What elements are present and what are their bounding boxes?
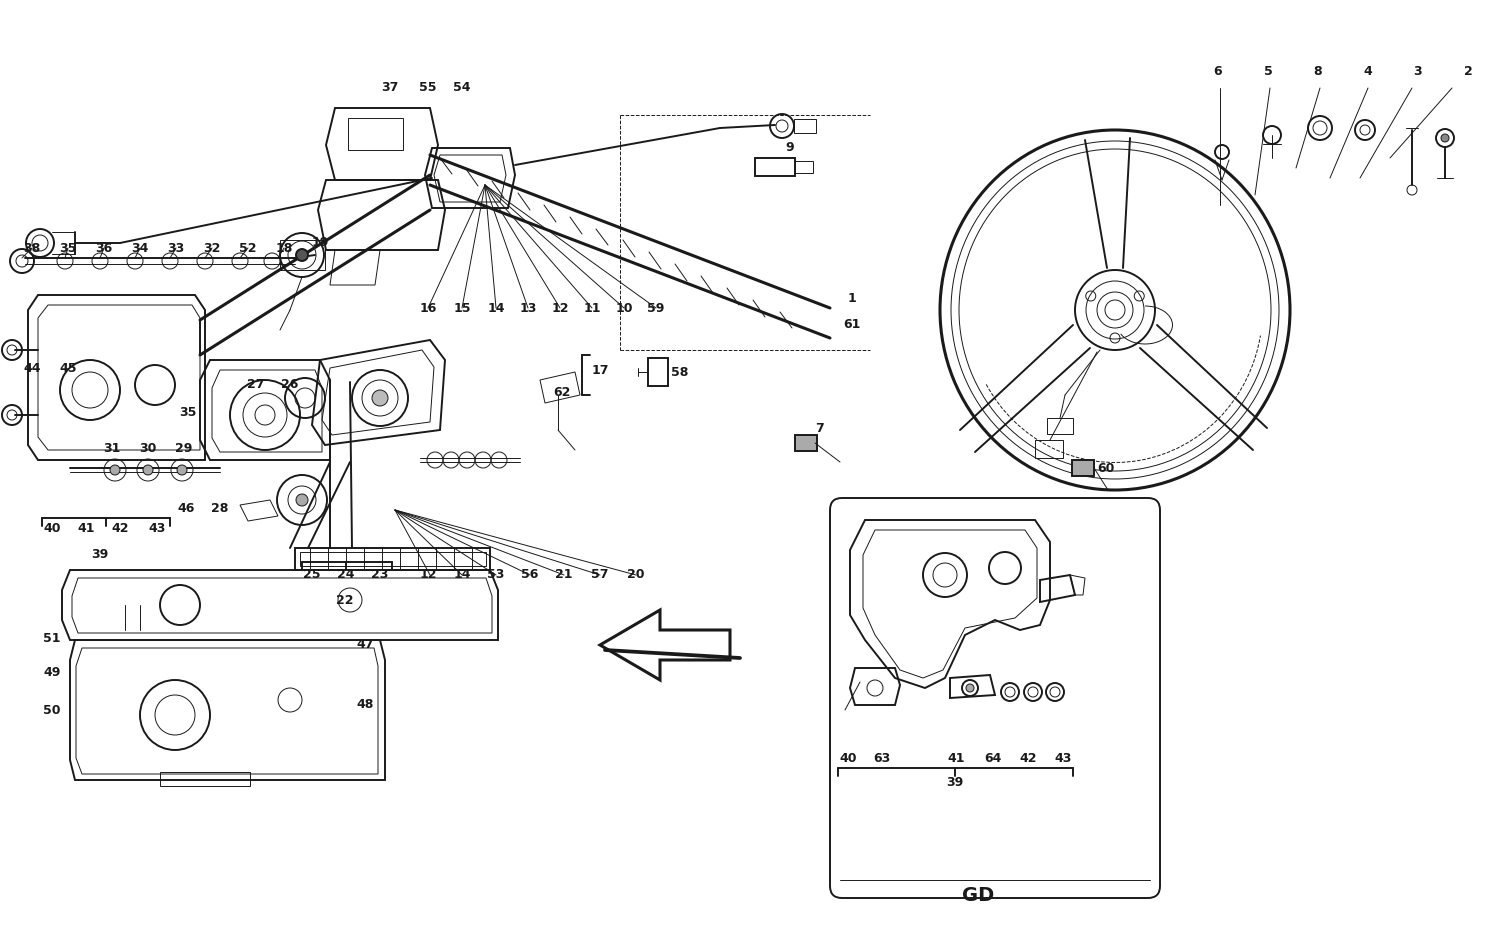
Text: 46: 46 [177, 501, 195, 515]
Text: 32: 32 [204, 241, 220, 254]
Text: 52: 52 [240, 241, 256, 254]
Text: 35: 35 [60, 241, 76, 254]
Text: 13: 13 [519, 302, 537, 314]
Circle shape [296, 494, 307, 506]
Text: 47: 47 [357, 639, 374, 652]
Text: 9: 9 [786, 142, 795, 154]
Text: 17: 17 [591, 363, 609, 377]
Circle shape [177, 465, 188, 475]
Text: 22: 22 [336, 593, 354, 606]
Bar [1035, 440, 1064, 458]
Text: 41: 41 [948, 751, 964, 764]
Text: 64: 64 [984, 751, 1002, 764]
Circle shape [372, 390, 388, 406]
Text: 16: 16 [420, 302, 436, 314]
Text: 51: 51 [44, 632, 60, 644]
Text: 8: 8 [1314, 65, 1323, 79]
Circle shape [296, 249, 307, 261]
Text: 5: 5 [1263, 65, 1272, 79]
Text: 10: 10 [615, 302, 633, 314]
Text: 1: 1 [847, 291, 856, 305]
Text: 34: 34 [132, 241, 148, 254]
Circle shape [110, 465, 120, 475]
Text: 44: 44 [24, 361, 40, 375]
Text: 11: 11 [584, 302, 600, 314]
Text: 27: 27 [248, 378, 264, 392]
Text: 12: 12 [552, 302, 568, 314]
Text: 14: 14 [453, 569, 471, 582]
Text: 18: 18 [276, 241, 292, 254]
Text: 15: 15 [453, 302, 471, 314]
Text: 56: 56 [522, 569, 538, 582]
Text: 31: 31 [104, 442, 120, 454]
Text: 29: 29 [176, 442, 192, 454]
Text: 42: 42 [1020, 751, 1036, 764]
Circle shape [142, 465, 153, 475]
Text: 26: 26 [282, 378, 298, 392]
Text: 21: 21 [555, 569, 573, 582]
Text: 25: 25 [303, 569, 321, 582]
Text: 58: 58 [672, 365, 688, 378]
Text: 43: 43 [1054, 751, 1071, 764]
Text: 37: 37 [381, 81, 399, 95]
Bar [795, 161, 813, 173]
Circle shape [1442, 134, 1449, 142]
Text: 59: 59 [648, 302, 664, 314]
Circle shape [966, 684, 974, 692]
Text: 14: 14 [488, 302, 504, 314]
Text: 30: 30 [140, 442, 156, 454]
Bar [1047, 418, 1072, 434]
Text: 60: 60 [1098, 462, 1114, 475]
Text: 55: 55 [419, 81, 436, 95]
Bar [160, 772, 250, 786]
Text: 40: 40 [44, 521, 60, 534]
Text: 41: 41 [78, 521, 94, 534]
Text: 19: 19 [312, 236, 328, 250]
Text: 7: 7 [816, 422, 825, 434]
Text: 23: 23 [372, 569, 388, 582]
Text: 38: 38 [24, 241, 40, 254]
Text: 62: 62 [554, 386, 570, 398]
Text: 4: 4 [1364, 65, 1372, 79]
Text: 61: 61 [843, 319, 861, 331]
Text: 2: 2 [1464, 65, 1473, 79]
Text: 63: 63 [873, 751, 891, 764]
Text: 53: 53 [488, 569, 504, 582]
Text: 50: 50 [44, 704, 60, 716]
Bar [795, 435, 818, 451]
Bar [794, 119, 816, 133]
Text: 28: 28 [211, 501, 228, 515]
FancyBboxPatch shape [830, 498, 1160, 898]
Text: GD: GD [962, 885, 994, 904]
Text: 35: 35 [180, 406, 196, 418]
Text: 40: 40 [840, 751, 856, 764]
Text: 33: 33 [168, 241, 184, 254]
Text: 45: 45 [60, 361, 76, 375]
Text: 48: 48 [357, 698, 374, 711]
Text: 57: 57 [591, 569, 609, 582]
Text: 54: 54 [453, 81, 471, 95]
Bar [648, 358, 668, 386]
Polygon shape [600, 610, 730, 680]
Text: 42: 42 [111, 521, 129, 534]
Text: 49: 49 [44, 665, 60, 678]
Text: 24: 24 [338, 569, 354, 582]
Text: 43: 43 [148, 521, 165, 534]
Bar [348, 118, 404, 150]
Text: 12: 12 [419, 569, 436, 582]
Text: 39: 39 [946, 776, 963, 789]
Bar [1072, 460, 1094, 476]
Bar [754, 158, 795, 176]
Text: 36: 36 [96, 241, 112, 254]
Text: 3: 3 [1413, 65, 1422, 79]
Text: 6: 6 [1214, 65, 1222, 79]
Text: 39: 39 [92, 549, 108, 562]
Text: 20: 20 [627, 569, 645, 582]
